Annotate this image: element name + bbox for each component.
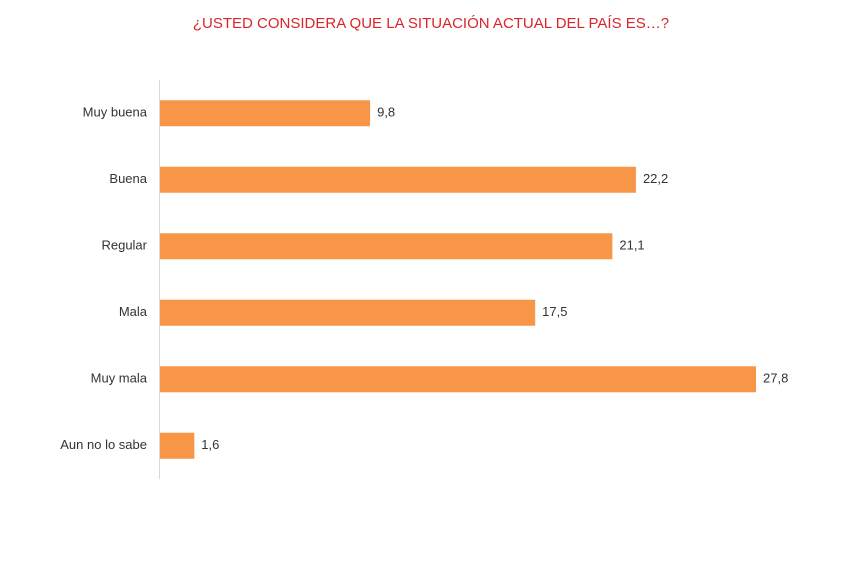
data-label: 17,5	[542, 304, 567, 319]
chart-title: ¿USTED CONSIDERA QUE LA SITUACIÓN ACTUAL…	[193, 15, 669, 32]
data-label: 9,8	[377, 105, 395, 120]
bar	[160, 166, 636, 193]
bar	[160, 366, 756, 393]
bar	[160, 299, 536, 326]
data-label: 1,6	[201, 437, 219, 452]
y-tick-label: Aun no lo sabe	[60, 437, 147, 452]
data-label: 27,8	[763, 371, 788, 386]
y-tick-label: Buena	[109, 171, 147, 186]
y-tick-label: Regular	[101, 238, 147, 253]
data-label: 21,1	[619, 238, 644, 253]
y-tick-label: Muy buena	[83, 105, 148, 120]
y-tick-label: Muy mala	[91, 371, 148, 386]
data-label: 22,2	[643, 171, 668, 186]
y-tick-label: Mala	[119, 304, 148, 319]
bar	[160, 233, 613, 260]
bar	[160, 100, 371, 127]
bar	[160, 432, 195, 459]
